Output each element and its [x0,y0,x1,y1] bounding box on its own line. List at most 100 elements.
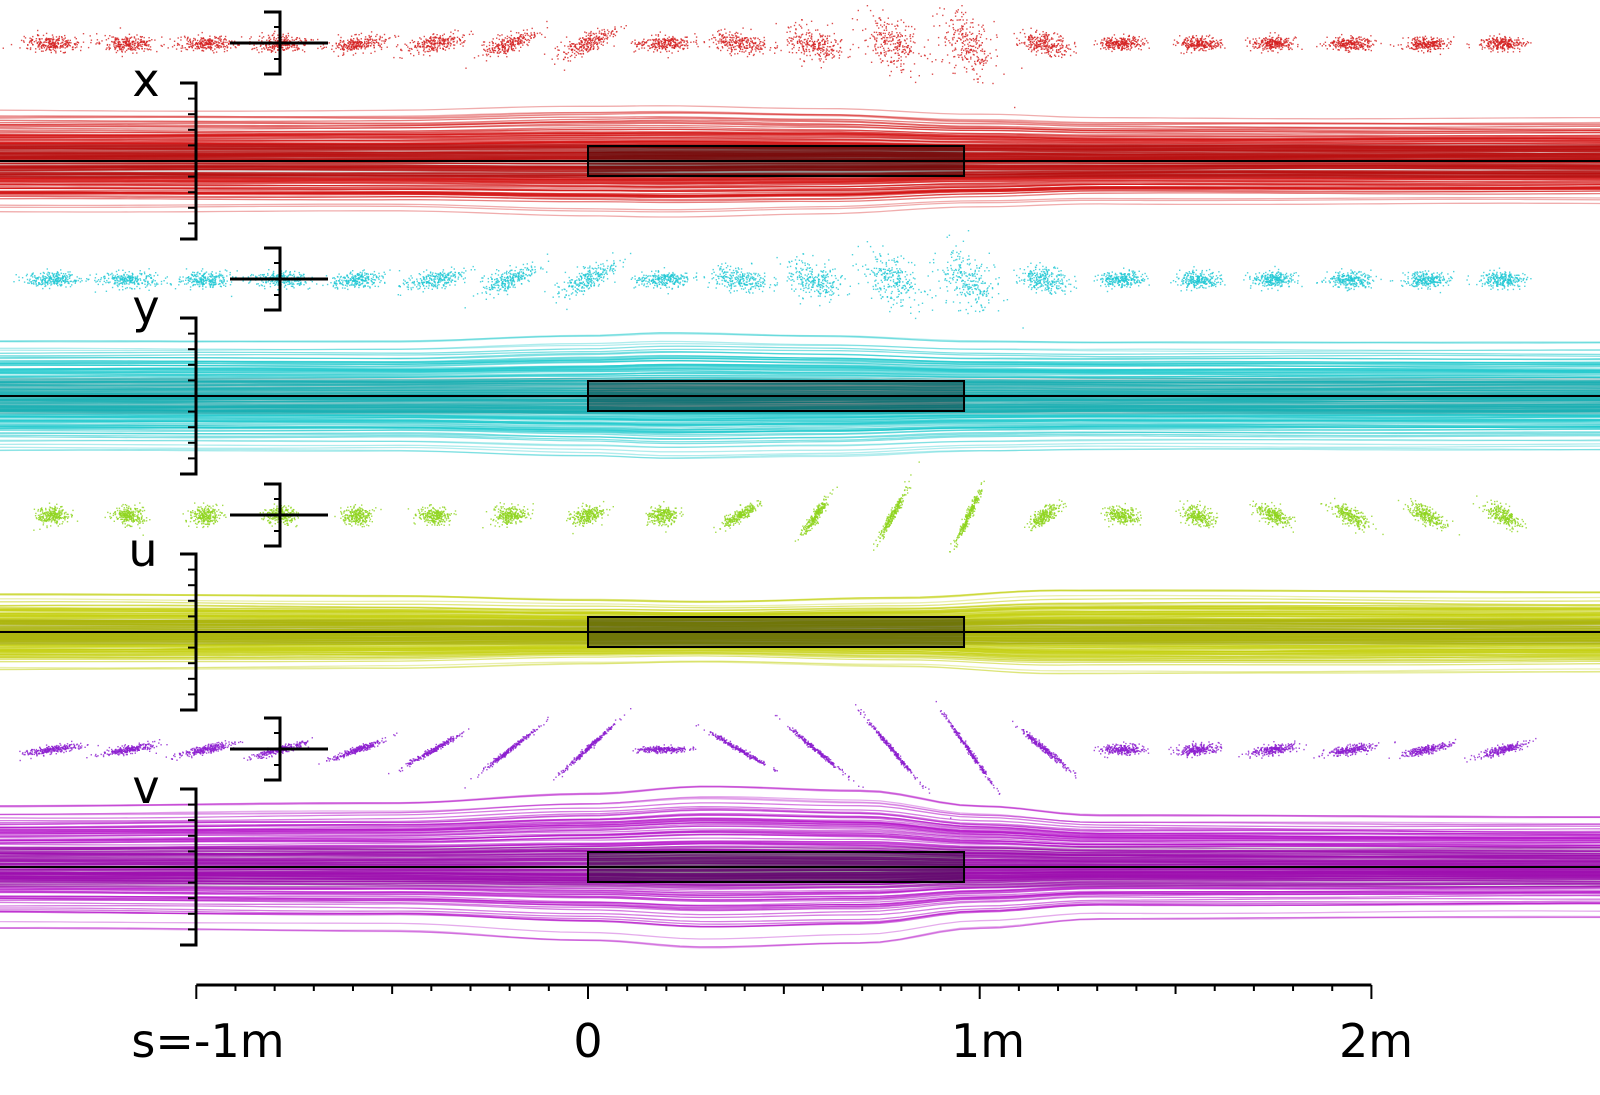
panel-v [0,700,1600,949]
phase-ellipse [1172,34,1226,55]
phase-ellipse [1313,741,1396,759]
phase-ellipse [1093,33,1150,53]
phase-ellipse [465,20,549,69]
trajectory-line [0,136,1600,144]
phase-ellipse [386,29,474,59]
trajectory-line [0,164,1600,169]
phase-ellipse [33,502,79,531]
phase-ellipse [1316,33,1392,53]
trajectory-line [0,915,1600,949]
phase-ellipse [630,31,711,59]
panel-u [0,461,1600,712]
phase-ellipse [794,486,838,542]
trajectory-line [0,116,1600,129]
phase-ellipse [482,502,534,529]
element-box [587,851,966,883]
panel-x [0,5,1600,241]
phase-ellipse [851,241,949,320]
s-tick-label: s=-1m [131,1014,284,1068]
phase-ellipse [695,724,778,772]
phase-ellipse [334,504,382,528]
phase-ellipse [1243,265,1303,292]
trajectory-line [0,111,1600,126]
phase-ellipse [1013,262,1078,295]
trajectory-line [0,121,1600,133]
phase-ellipse [1467,267,1532,291]
panel-y [0,230,1600,476]
phase-ellipse [935,700,1001,795]
trajectory-line [0,142,1600,149]
phase-ellipse [1320,497,1384,536]
phase-ellipses [2,5,1532,109]
phase-ellipse [1249,500,1296,533]
element-box [587,616,966,648]
phase-ellipse [464,716,549,789]
trajectory-line [0,173,1600,180]
phase-ellipse [1397,498,1461,536]
phase-ellipse [164,268,244,298]
phase-ellipse [1100,502,1142,528]
phase-ellipse [464,253,550,309]
trajectory-line [0,111,1600,125]
phase-ellipse [1168,740,1223,759]
element-box [587,145,966,177]
phase-ellipse [1238,740,1307,759]
trajectory-line [0,119,1600,131]
phase-ellipse [1393,35,1468,56]
trajectory-line [0,196,1600,211]
trajectory-line [0,122,1600,134]
trajectory-line [0,112,1600,126]
phase-ellipse [1468,33,1532,53]
trajectory-line [0,916,1600,948]
phase-ellipse [932,5,1023,109]
phase-ellipse [320,31,400,57]
phase-ellipse [1244,32,1303,54]
phase-ellipse [775,19,854,69]
s-axis [195,983,1373,999]
phase-ellipse [1391,270,1468,294]
phase-ellipse [163,31,239,54]
phase-ellipse [695,262,779,294]
trajectory-line [0,120,1600,132]
phase-ellipse [2,29,92,54]
phase-ellipse [1175,500,1219,529]
s-tick-label: 1m [951,1014,1025,1068]
phase-ellipse [632,744,697,755]
trajectory-line [0,124,1600,135]
phase-ellipse [1024,499,1067,532]
phase-ellipse [86,739,168,759]
phase-ellipse [1464,737,1537,763]
trajectory-line [0,202,1600,218]
phase-ellipse [553,708,632,781]
phase-ellipse [873,461,920,551]
element-box [587,380,966,412]
trajectory-line [0,192,1600,204]
trajectory-line [0,190,1600,202]
phase-ellipse [318,732,398,765]
s-tick-label: 2m [1339,1014,1413,1068]
trajectory-line [0,179,1600,188]
phase-ellipse [1170,266,1226,292]
phase-ellipse [949,480,985,553]
phase-ellipse [388,728,470,775]
phase-ellipses [33,461,1527,553]
panel-label-v: v [132,760,159,814]
phase-ellipse [384,265,476,296]
panel-label-y: y [132,280,159,334]
phase-ellipse [316,269,401,291]
trajectory-line [0,165,1600,170]
phase-ellipse [1316,268,1392,292]
phase-ellipse [851,5,949,84]
trajectory-line [0,105,1600,120]
phase-ellipse [1013,27,1077,59]
trajectory-line [0,152,1600,156]
panel-label-x: x [132,53,159,107]
phase-ellipse [645,501,684,533]
phase-ellipse [1093,267,1150,293]
phase-ellipse [544,252,632,311]
trajectory-line [0,161,1600,165]
phase-ellipse [630,267,698,295]
phase-ellipse [182,502,227,529]
phase-ellipse [1012,720,1077,779]
